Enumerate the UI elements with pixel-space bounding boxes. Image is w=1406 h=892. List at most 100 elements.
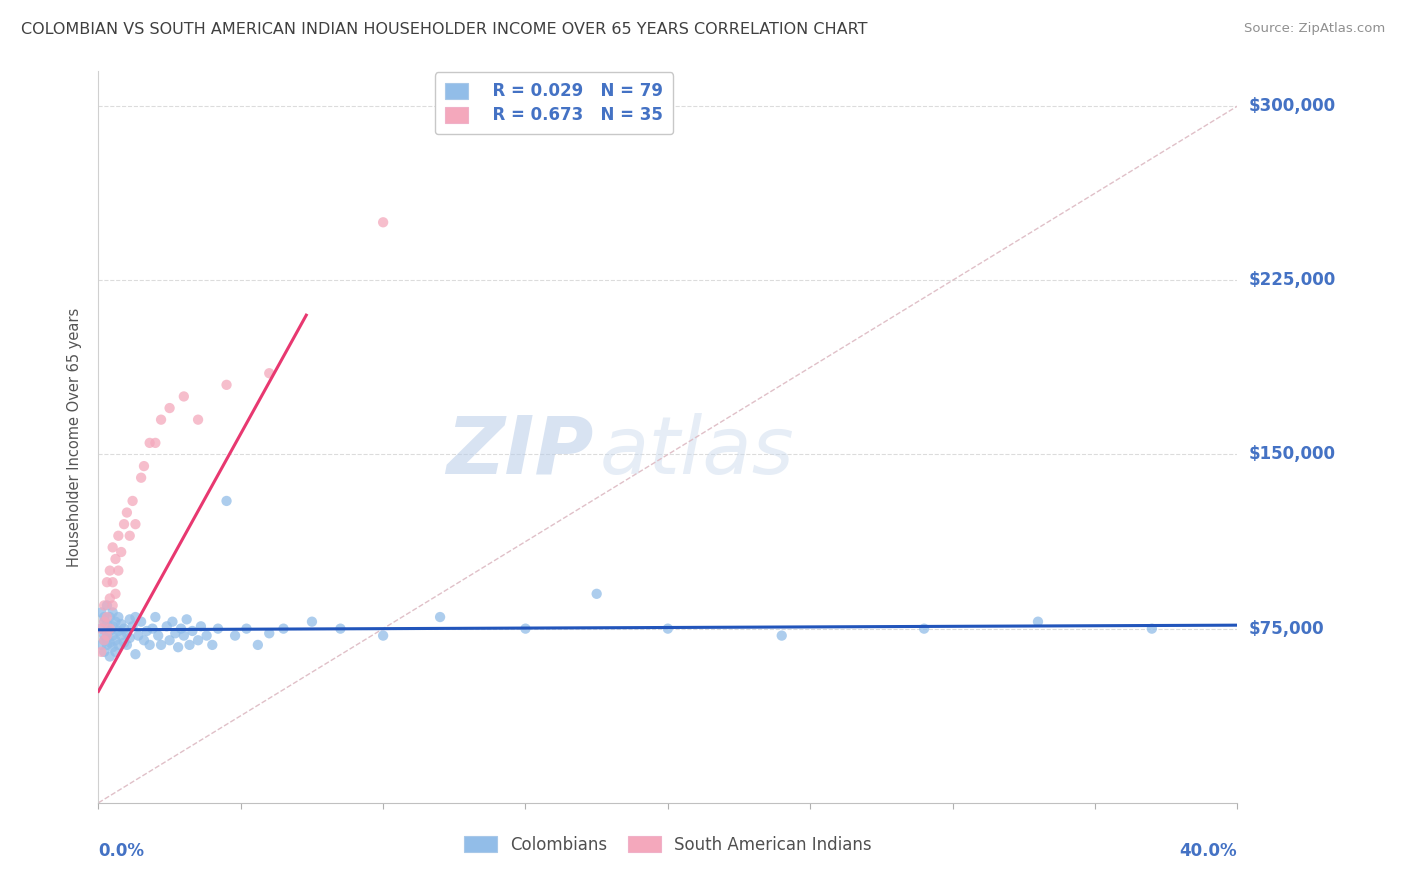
- Point: [96, 599, 118, 613]
- Point: [115, 638, 138, 652]
- Point: [112, 517, 135, 532]
- Point: [90, 606, 112, 620]
- Point: [124, 647, 146, 661]
- Point: [165, 626, 187, 640]
- Point: [124, 517, 146, 532]
- Point: [138, 436, 160, 450]
- Point: [96, 575, 118, 590]
- Point: [132, 633, 155, 648]
- Point: [224, 629, 246, 643]
- Point: [215, 377, 238, 392]
- Point: [104, 645, 127, 659]
- Point: [98, 591, 121, 606]
- Point: [121, 619, 143, 633]
- Point: [107, 624, 129, 638]
- Point: [159, 401, 181, 415]
- Point: [170, 622, 193, 636]
- Text: COLOMBIAN VS SOUTH AMERICAN INDIAN HOUSEHOLDER INCOME OVER 65 YEARS CORRELATION : COLOMBIAN VS SOUTH AMERICAN INDIAN HOUSE…: [21, 22, 868, 37]
- Point: [101, 629, 124, 643]
- Point: [156, 619, 179, 633]
- Point: [98, 649, 121, 664]
- Point: [107, 610, 129, 624]
- Point: [110, 545, 132, 559]
- Point: [201, 638, 224, 652]
- Point: [329, 622, 352, 636]
- Point: [96, 638, 118, 652]
- Point: [162, 615, 184, 629]
- Point: [93, 610, 115, 624]
- Text: 0.0%: 0.0%: [98, 842, 145, 860]
- Point: [107, 638, 129, 652]
- Point: [90, 638, 112, 652]
- Point: [373, 629, 395, 643]
- Text: $225,000: $225,000: [1249, 271, 1336, 289]
- Point: [167, 640, 190, 655]
- Point: [173, 629, 195, 643]
- Point: [110, 617, 132, 632]
- Text: atlas: atlas: [599, 413, 794, 491]
- Point: [104, 615, 127, 629]
- Point: [585, 587, 607, 601]
- Point: [96, 617, 118, 632]
- Point: [235, 622, 257, 636]
- Point: [101, 640, 124, 655]
- Point: [135, 624, 157, 638]
- Point: [912, 622, 935, 636]
- Point: [215, 494, 238, 508]
- Point: [93, 615, 115, 629]
- Point: [129, 471, 152, 485]
- Point: [101, 541, 124, 555]
- Point: [770, 629, 793, 643]
- Point: [90, 622, 112, 636]
- Point: [145, 436, 167, 450]
- Point: [101, 575, 124, 590]
- Point: [93, 629, 115, 643]
- Point: [98, 635, 121, 649]
- Point: [187, 633, 209, 648]
- Text: $150,000: $150,000: [1249, 445, 1336, 464]
- Point: [90, 622, 112, 636]
- Point: [96, 610, 118, 624]
- Point: [118, 612, 141, 626]
- Point: [110, 629, 132, 643]
- Point: [187, 412, 209, 426]
- Point: [259, 626, 281, 640]
- Point: [101, 619, 124, 633]
- Point: [132, 459, 155, 474]
- Point: [104, 552, 127, 566]
- Point: [515, 622, 537, 636]
- Point: [429, 610, 451, 624]
- Point: [207, 622, 229, 636]
- Point: [115, 626, 138, 640]
- Point: [98, 610, 121, 624]
- Point: [98, 624, 121, 638]
- Point: [246, 638, 269, 652]
- Point: [104, 633, 127, 648]
- Point: [96, 626, 118, 640]
- Text: 40.0%: 40.0%: [1180, 842, 1237, 860]
- Point: [104, 587, 127, 601]
- Y-axis label: Householder Income Over 65 years: Householder Income Over 65 years: [67, 308, 83, 566]
- Point: [107, 564, 129, 578]
- Point: [195, 629, 218, 643]
- Point: [101, 606, 124, 620]
- Text: Source: ZipAtlas.com: Source: ZipAtlas.com: [1244, 22, 1385, 36]
- Point: [115, 506, 138, 520]
- Point: [112, 622, 135, 636]
- Point: [373, 215, 395, 229]
- Point: [93, 645, 115, 659]
- Point: [90, 645, 112, 659]
- Legend: Colombians, South American Indians: Colombians, South American Indians: [457, 829, 879, 860]
- Point: [145, 610, 167, 624]
- Point: [96, 629, 118, 643]
- Point: [259, 366, 281, 380]
- Point: [118, 631, 141, 645]
- Point: [107, 529, 129, 543]
- Point: [98, 622, 121, 636]
- Point: [148, 629, 170, 643]
- Point: [124, 610, 146, 624]
- Point: [657, 622, 679, 636]
- Point: [112, 635, 135, 649]
- Point: [273, 622, 295, 636]
- Point: [150, 412, 173, 426]
